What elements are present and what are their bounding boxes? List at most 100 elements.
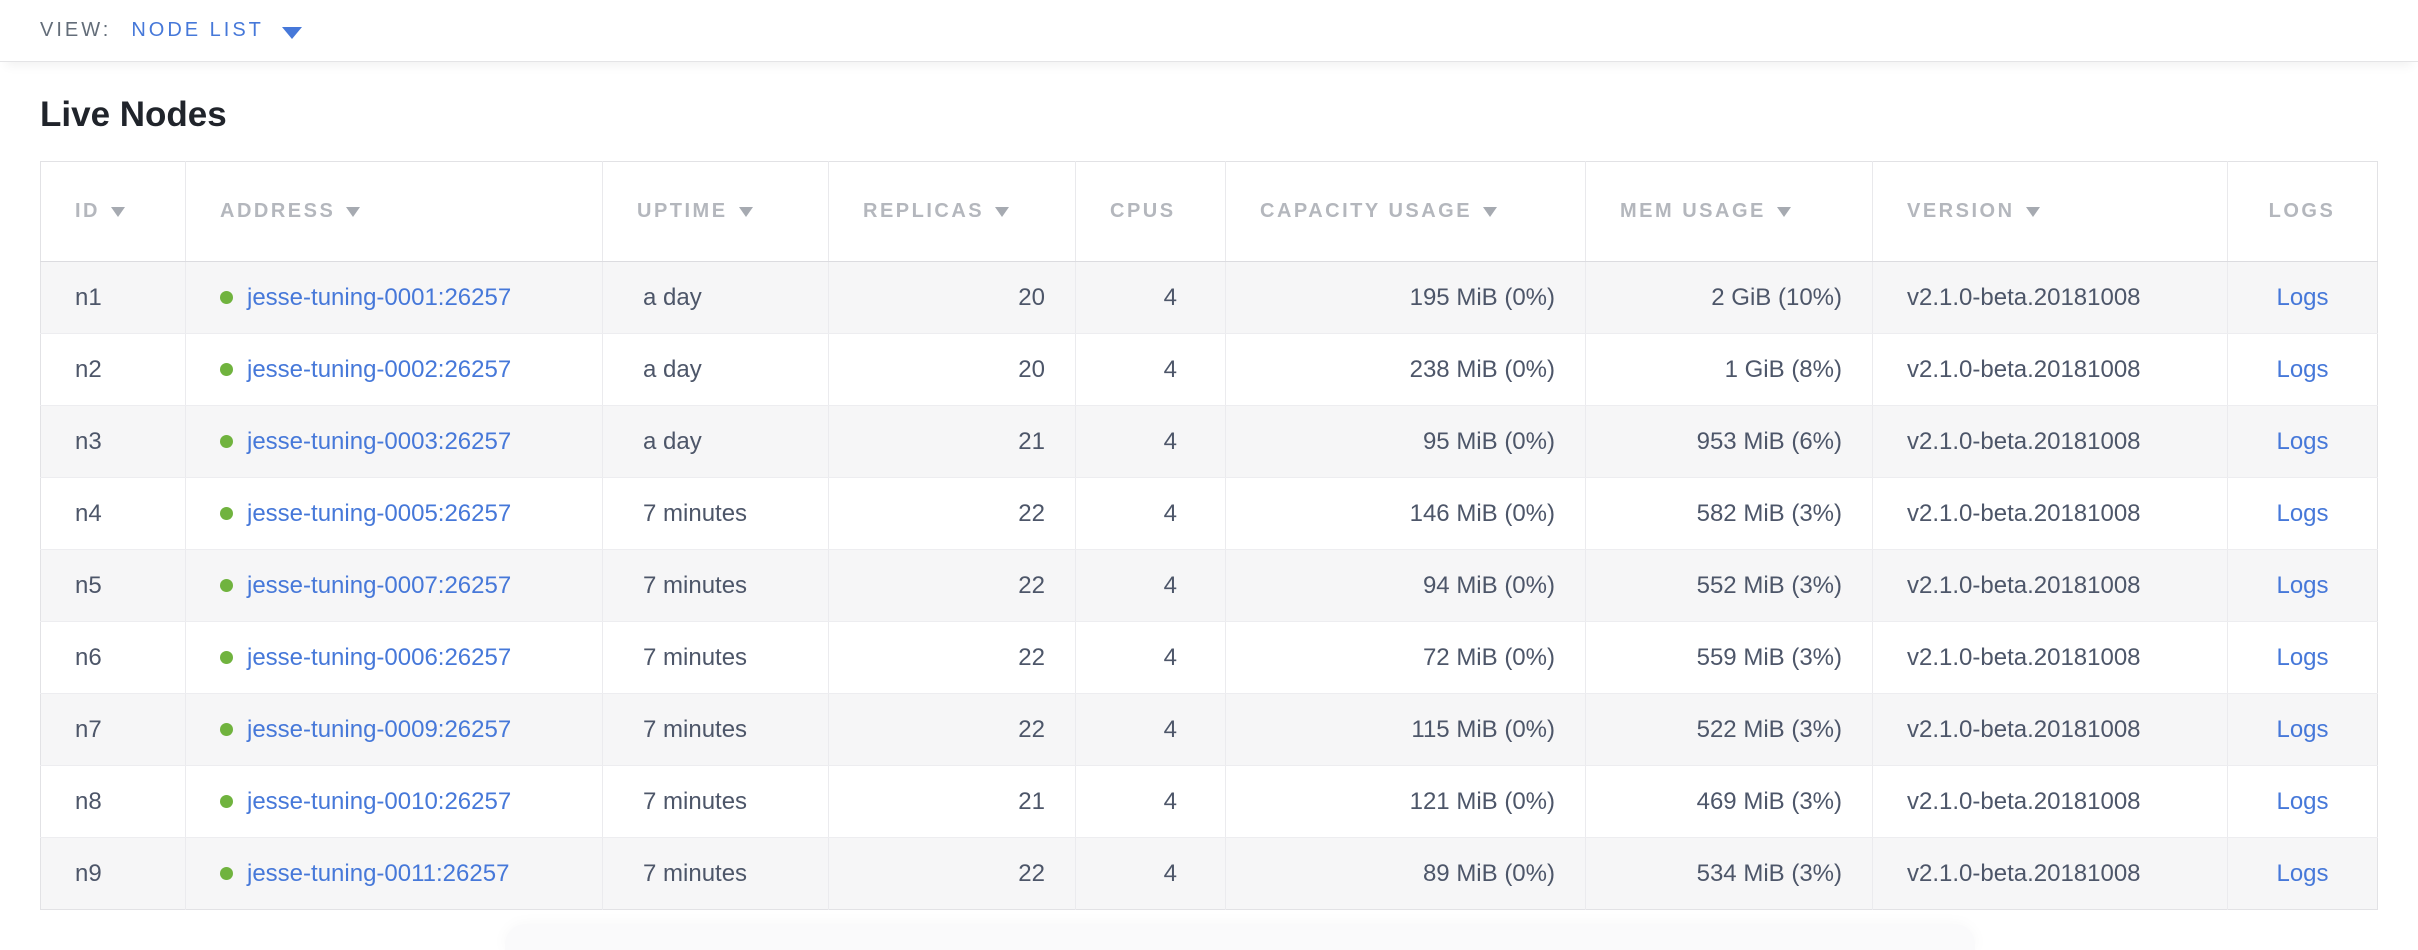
node-live-status-icon [220, 795, 233, 809]
node-version-cell: v2.1.0-beta.20181008 [1872, 477, 2228, 550]
node-address-text: jesse-tuning-0001:26257 [247, 283, 512, 311]
node-address-cell: jesse-tuning-0006:26257 [185, 621, 603, 694]
node-logs-link[interactable]: Logs [2276, 499, 2329, 527]
node-capacity-usage-cell: 195 MiB (0%) [1225, 261, 1586, 334]
node-id-cell: n4 [40, 477, 186, 550]
node-version-cell: v2.1.0-beta.20181008 [1872, 693, 2228, 766]
column-header-label: LOGS [2268, 200, 2336, 222]
node-logs-link[interactable]: Logs [2276, 787, 2329, 815]
main-content: Live Nodes ID ADDRESS UPTIME REPLICAS CPUS CA… [0, 96, 2418, 910]
node-logs-link[interactable]: Logs [2276, 715, 2329, 743]
node-address-link[interactable]: jesse-tuning-0002:26257 [220, 356, 511, 384]
column-header-capacity-usage[interactable]: CAPACITY USAGE [1225, 161, 1586, 262]
node-live-status-icon [220, 291, 233, 305]
node-mem-usage-cell: 559 MiB (3%) [1585, 621, 1873, 694]
node-live-status-icon [220, 723, 233, 737]
node-uptime-cell: 7 minutes [602, 549, 829, 622]
node-address-cell: jesse-tuning-0010:26257 [185, 765, 603, 838]
node-logs-link[interactable]: Logs [2276, 643, 2329, 671]
node-logs-link[interactable]: Logs [2276, 859, 2329, 887]
view-bar: VIEW: NODE LIST [0, 0, 2418, 62]
page-title: Live Nodes [40, 95, 227, 134]
node-cpus-cell: 4 [1075, 549, 1226, 622]
table-row: n2 jesse-tuning-0002:26257 a day 20 4 238 MiB… [40, 333, 2378, 406]
sort-desc-arrow-icon [346, 207, 361, 217]
column-header-id[interactable]: ID [40, 161, 186, 262]
node-logs-cell: Logs [2227, 405, 2378, 478]
node-replicas-cell: 22 [828, 837, 1076, 910]
node-address-link[interactable]: jesse-tuning-0007:26257 [220, 572, 511, 600]
node-cpus-cell: 4 [1075, 333, 1226, 406]
node-live-status-icon [220, 651, 233, 665]
column-header-label: CPUS [1110, 200, 1176, 222]
node-address-link[interactable]: jesse-tuning-0001:26257 [220, 284, 511, 312]
table-row: n3 jesse-tuning-0003:26257 a day 21 4 95 MiB … [40, 405, 2378, 478]
node-address-text: jesse-tuning-0005:26257 [247, 499, 512, 527]
node-logs-cell: Logs [2227, 549, 2378, 622]
node-address-link[interactable]: jesse-tuning-0006:26257 [220, 644, 511, 672]
node-capacity-usage-cell: 94 MiB (0%) [1225, 549, 1586, 622]
node-address-link[interactable]: jesse-tuning-0003:26257 [220, 428, 511, 456]
node-address-cell: jesse-tuning-0002:26257 [185, 333, 603, 406]
column-header-mem-usage[interactable]: MEM USAGE [1585, 161, 1873, 262]
node-replicas-cell: 21 [828, 765, 1076, 838]
node-uptime-cell: 7 minutes [602, 693, 829, 766]
node-version-cell: v2.1.0-beta.20181008 [1872, 261, 2228, 334]
node-replicas-cell: 22 [828, 693, 1076, 766]
node-mem-usage-cell: 552 MiB (3%) [1585, 549, 1873, 622]
next-section-edge [505, 924, 1975, 950]
node-capacity-usage-cell: 89 MiB (0%) [1225, 837, 1586, 910]
view-selector[interactable]: NODE LIST [131, 19, 302, 42]
table-header: ID ADDRESS UPTIME REPLICAS CPUS CAPACITY USAG… [40, 161, 2378, 262]
node-address-link[interactable]: jesse-tuning-0009:26257 [220, 716, 511, 744]
node-cpus-cell: 4 [1075, 405, 1226, 478]
node-live-status-icon [220, 363, 233, 377]
node-mem-usage-cell: 469 MiB (3%) [1585, 765, 1873, 838]
node-logs-link[interactable]: Logs [2276, 283, 2329, 311]
node-live-status-icon [220, 867, 233, 881]
node-capacity-usage-cell: 146 MiB (0%) [1225, 477, 1586, 550]
node-capacity-usage-cell: 238 MiB (0%) [1225, 333, 1586, 406]
node-logs-link[interactable]: Logs [2276, 427, 2329, 455]
column-header-address[interactable]: ADDRESS [185, 161, 603, 262]
column-header-version[interactable]: VERSION [1872, 161, 2228, 262]
table-row: n4 jesse-tuning-0005:26257 7 minutes 22 4 146… [40, 477, 2378, 550]
node-uptime-cell: a day [602, 405, 829, 478]
node-address-cell: jesse-tuning-0003:26257 [185, 405, 603, 478]
node-uptime-cell: 7 minutes [602, 837, 829, 910]
node-mem-usage-cell: 2 GiB (10%) [1585, 261, 1873, 334]
view-selected-value: NODE LIST [131, 19, 264, 41]
node-logs-link[interactable]: Logs [2276, 355, 2329, 383]
table-row: n6 jesse-tuning-0006:26257 7 minutes 22 4 72 … [40, 621, 2378, 694]
column-header-label: CAPACITY USAGE [1260, 200, 1473, 222]
node-address-text: jesse-tuning-0002:26257 [247, 355, 512, 383]
table-row: n1 jesse-tuning-0001:26257 a day 20 4 195 MiB… [40, 261, 2378, 334]
node-address-cell: jesse-tuning-0005:26257 [185, 477, 603, 550]
node-logs-link[interactable]: Logs [2276, 571, 2329, 599]
node-id-cell: n2 [40, 333, 186, 406]
node-address-cell: jesse-tuning-0009:26257 [185, 693, 603, 766]
node-capacity-usage-cell: 115 MiB (0%) [1225, 693, 1586, 766]
node-replicas-cell: 22 [828, 477, 1076, 550]
node-address-link[interactable]: jesse-tuning-0011:26257 [220, 860, 509, 888]
column-header-replicas[interactable]: REPLICAS [828, 161, 1076, 262]
node-address-link[interactable]: jesse-tuning-0010:26257 [220, 788, 511, 816]
node-address-cell: jesse-tuning-0011:26257 [185, 837, 603, 910]
node-mem-usage-cell: 534 MiB (3%) [1585, 837, 1873, 910]
node-address-link[interactable]: jesse-tuning-0005:26257 [220, 500, 511, 528]
node-address-text: jesse-tuning-0006:26257 [247, 643, 512, 671]
column-header-uptime[interactable]: UPTIME [602, 161, 829, 262]
table-row: n8 jesse-tuning-0010:26257 7 minutes 21 4 121… [40, 765, 2378, 838]
node-version-cell: v2.1.0-beta.20181008 [1872, 549, 2228, 622]
node-replicas-cell: 20 [828, 333, 1076, 406]
node-logs-cell: Logs [2227, 261, 2378, 334]
node-replicas-cell: 22 [828, 549, 1076, 622]
sort-desc-arrow-icon [1776, 207, 1791, 217]
node-address-cell: jesse-tuning-0001:26257 [185, 261, 603, 334]
node-uptime-cell: 7 minutes [602, 621, 829, 694]
sort-desc-arrow-icon [111, 207, 125, 217]
node-cpus-cell: 4 [1075, 765, 1226, 838]
sort-desc-arrow-icon [995, 207, 1010, 217]
sort-desc-arrow-icon [738, 207, 753, 217]
node-address-text: jesse-tuning-0010:26257 [247, 787, 512, 815]
